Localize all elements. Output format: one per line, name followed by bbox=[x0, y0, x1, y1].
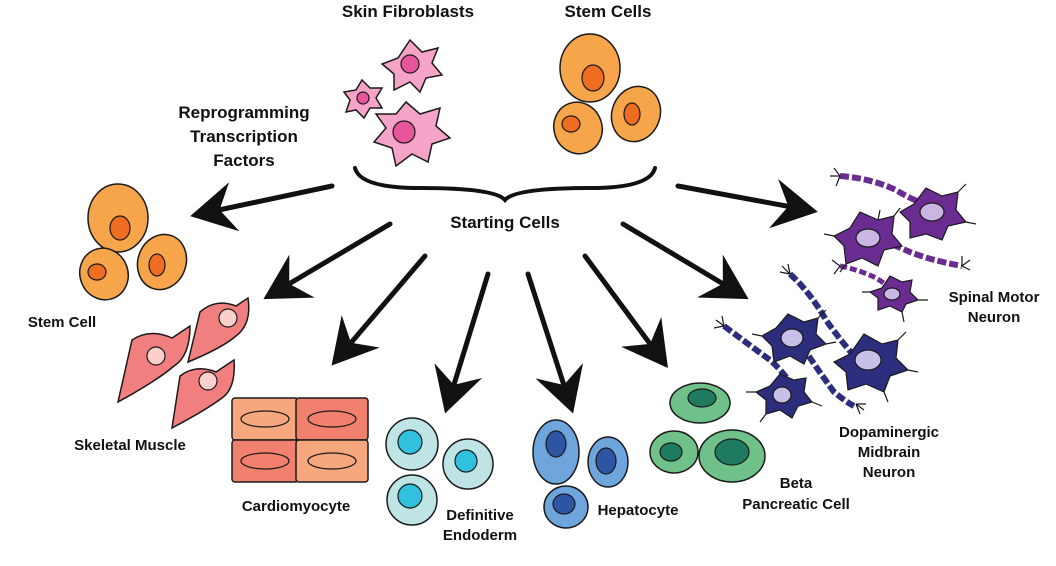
stem-nucleus bbox=[87, 263, 107, 281]
endoderm-label-line2: Endoderm bbox=[443, 527, 517, 544]
arrow-to-stem-cell bbox=[190, 182, 335, 232]
beta-nucleus bbox=[714, 438, 750, 466]
endoderm-group bbox=[385, 417, 494, 526]
beta-pancreatic-group bbox=[649, 382, 766, 483]
fibroblast-nucleus bbox=[392, 120, 416, 144]
stem-nucleus bbox=[561, 115, 581, 133]
dopaminergic-axon bbox=[799, 344, 856, 409]
cardio-nucleus bbox=[240, 410, 290, 428]
reprogramming-label-line3: Factors bbox=[213, 151, 274, 170]
motor-nucleus bbox=[855, 228, 881, 248]
curly-brace bbox=[353, 166, 657, 204]
dopaminergic-label-line2: Midbrain bbox=[858, 444, 921, 461]
dopaminergic-nucleus bbox=[772, 386, 792, 404]
cardio-cell bbox=[231, 397, 299, 441]
starting-cells-label: Starting Cells bbox=[450, 213, 560, 232]
stem-nucleus bbox=[109, 215, 131, 241]
cardio-cell bbox=[231, 439, 299, 483]
motor-nucleus bbox=[919, 202, 945, 222]
fibroblast-nucleus bbox=[356, 91, 370, 105]
endoderm-nucleus bbox=[397, 483, 423, 509]
hepatocyte-nucleus bbox=[545, 430, 567, 458]
dopaminergic-label-line3: Neuron bbox=[863, 464, 916, 481]
cardio-cell bbox=[295, 397, 369, 441]
beta-label-line1: Beta bbox=[780, 475, 813, 492]
skin-fibroblasts-group bbox=[342, 38, 452, 168]
stem-nucleus bbox=[148, 253, 166, 277]
cardio-nucleus bbox=[307, 410, 357, 428]
dopaminergic-label-line1: Dopaminergic bbox=[839, 424, 939, 441]
endoderm-label-line1: Definitive bbox=[446, 507, 514, 524]
arrow-to-skeletal-muscle bbox=[263, 221, 393, 300]
hepatocyte-nucleus bbox=[595, 447, 617, 475]
stem-cells-top-group bbox=[553, 33, 662, 155]
stem-nucleus bbox=[581, 64, 605, 92]
muscle-nucleus bbox=[218, 308, 238, 328]
cardiomyocyte-group bbox=[231, 397, 369, 483]
spinal-motor-label-line2: Neuron bbox=[968, 309, 1021, 326]
cardio-nucleus bbox=[307, 452, 357, 470]
spinal-motor-group bbox=[823, 167, 977, 323]
hepatocyte-label: Hepatocyte bbox=[598, 502, 679, 519]
hepatocyte-group bbox=[532, 419, 629, 529]
endoderm-nucleus bbox=[454, 449, 478, 473]
beta-label-line2: Pancreatic Cell bbox=[742, 496, 850, 513]
arrow-to-hepatocyte bbox=[525, 271, 584, 414]
spinal-motor-label-line1: Spinal Motor bbox=[949, 289, 1040, 306]
endoderm-nucleus bbox=[397, 429, 423, 455]
stem-cell-label: Stem Cell bbox=[28, 314, 96, 331]
arrow-to-dopaminergic bbox=[620, 221, 749, 300]
muscle-nucleus bbox=[146, 346, 166, 366]
muscle-cell bbox=[186, 296, 250, 364]
arrow-to-endoderm bbox=[434, 271, 491, 414]
stem-cell-left-group bbox=[79, 183, 188, 301]
dopaminergic-dendrites bbox=[713, 263, 919, 423]
hepatocyte-nucleus bbox=[552, 493, 576, 515]
cardio-nucleus bbox=[240, 452, 290, 470]
dopaminergic-axon bbox=[787, 271, 859, 360]
dopaminergic-nucleus bbox=[780, 328, 804, 348]
motor-nucleus bbox=[883, 287, 901, 301]
skeletal-muscle-group bbox=[116, 296, 250, 430]
arrows-group bbox=[190, 179, 818, 414]
reprogramming-label-line2: Transcription bbox=[190, 127, 298, 146]
dopaminergic-group bbox=[713, 263, 919, 423]
motor-dendrites bbox=[823, 167, 977, 323]
stem-nucleus bbox=[623, 102, 641, 126]
muscle-nucleus bbox=[198, 371, 218, 391]
cardio-cell bbox=[295, 439, 369, 483]
skeletal-muscle-label: Skeletal Muscle bbox=[74, 437, 186, 454]
beta-nucleus bbox=[687, 388, 717, 408]
muscle-cell bbox=[171, 358, 235, 430]
skin-fibroblasts-label: Skin Fibroblasts bbox=[342, 2, 474, 21]
beta-nucleus bbox=[659, 442, 683, 462]
cardiomyocyte-label: Cardiomyocyte bbox=[242, 498, 350, 515]
arrow-to-beta bbox=[582, 253, 668, 369]
dopaminergic-nucleus bbox=[854, 349, 882, 371]
stem-cells-top-label: Stem Cells bbox=[565, 2, 652, 21]
arrow-to-cardiomyocyte bbox=[331, 253, 428, 366]
fibroblast-nucleus bbox=[400, 54, 420, 74]
arrow-to-spinal-motor bbox=[675, 179, 818, 229]
reprogramming-label-line1: Reprogramming bbox=[178, 103, 309, 122]
